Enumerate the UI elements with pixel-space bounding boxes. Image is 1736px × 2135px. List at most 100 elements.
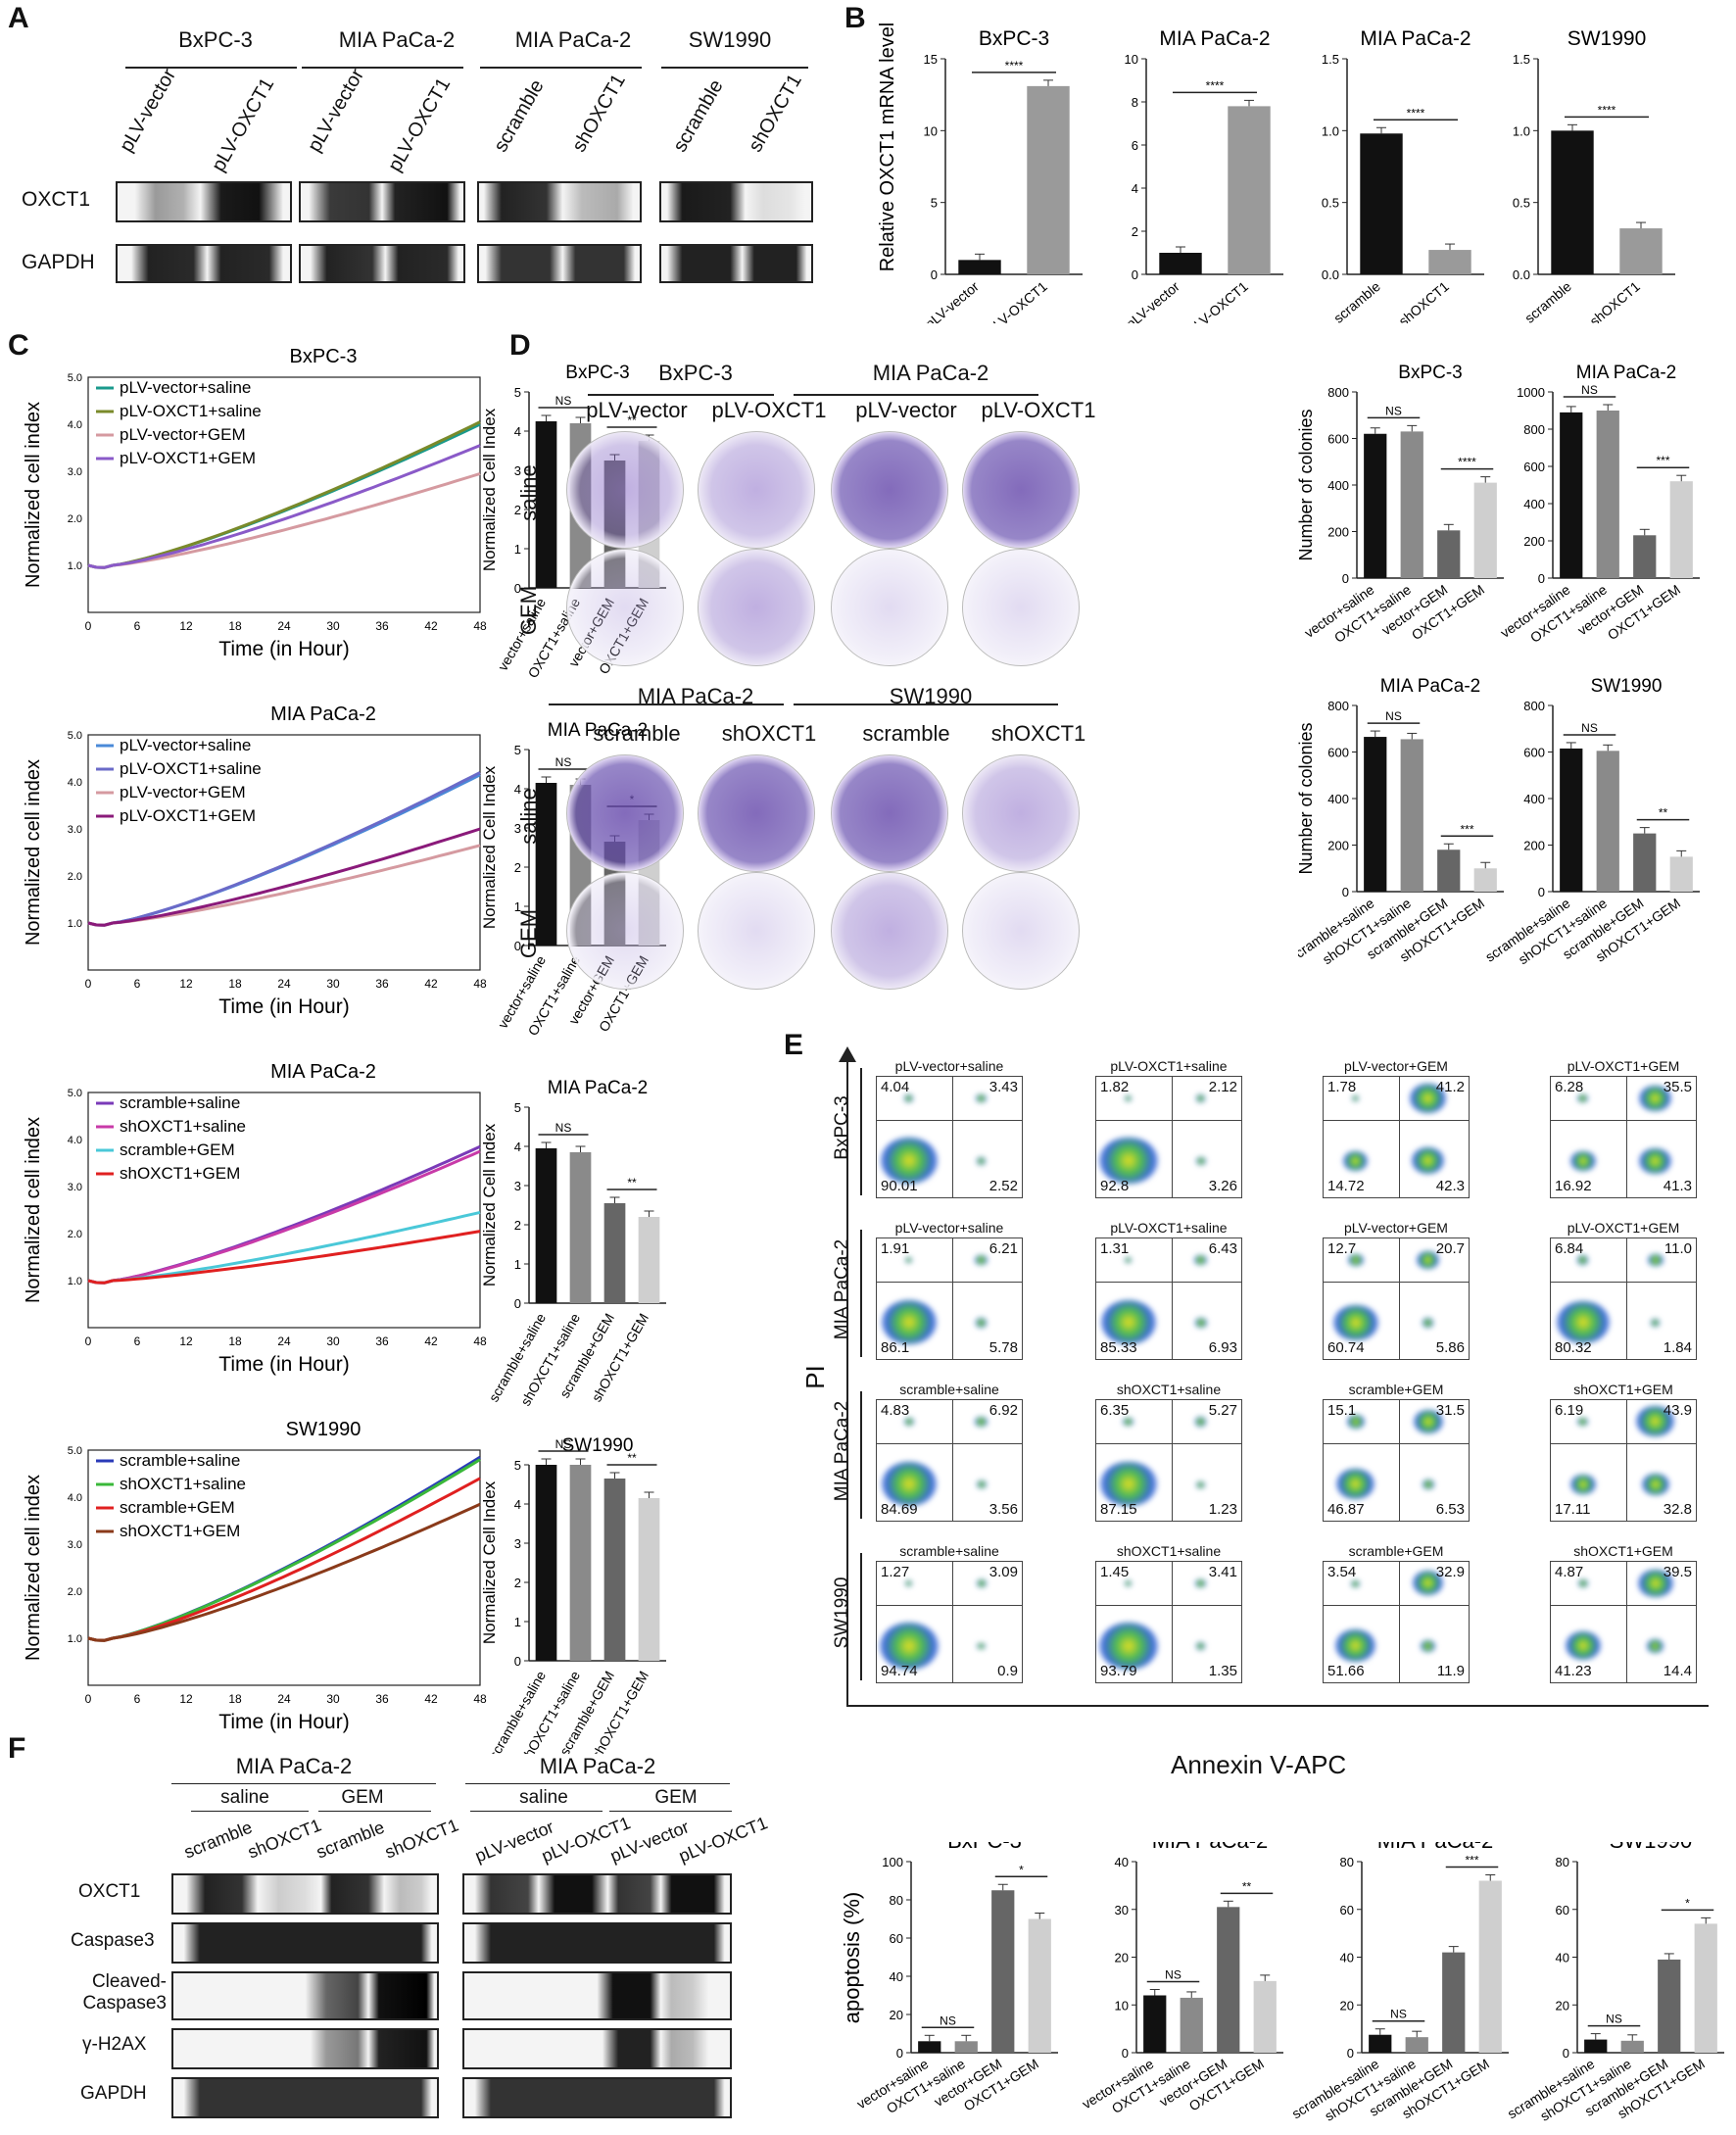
cell-cluster — [1636, 1406, 1675, 1437]
bar-chart: SW1990 0.0 0.5 1.0 1.5 scramble shOXCT1 **** — [1513, 27, 1675, 323]
y-tick-label: 40 — [890, 1969, 903, 1984]
plot-frame — [87, 1092, 481, 1329]
quadrant-value: 94.74 — [881, 1663, 918, 1679]
cell-cluster — [1351, 1579, 1361, 1587]
x-tick-label: 48 — [473, 1334, 487, 1348]
bar-chart: BxPC-3020406080100vector+salineOXCT1+sal… — [854, 1842, 1058, 2116]
y-tick-label: 0 — [1342, 571, 1349, 586]
series-line — [87, 1230, 481, 1285]
x-tick-label: scramble — [1330, 278, 1383, 323]
cell-cluster — [881, 1299, 938, 1345]
quadrant-v — [1625, 1077, 1627, 1197]
bar — [1473, 482, 1497, 578]
blot-a-oxct1-3 — [477, 181, 642, 222]
dish-col-label: scramble — [593, 721, 681, 746]
x-tick-label: scramble — [1521, 278, 1574, 323]
colony-dish — [831, 754, 948, 872]
cell-cluster — [1641, 1473, 1669, 1495]
bar-chart-title: MIA PaCa-2 — [1152, 1842, 1269, 1853]
x-axis-label: Time (in Hour) — [218, 1353, 349, 1376]
series-line — [87, 1502, 481, 1642]
x-tick-label: 18 — [228, 977, 242, 991]
x-tick-label: 48 — [473, 619, 487, 633]
significance-label: ** — [1659, 806, 1668, 820]
bar — [918, 2041, 941, 2053]
quadrant-value: 16.92 — [1555, 1178, 1592, 1194]
significance-label: **** — [1598, 103, 1616, 117]
quadrant-value: 5.86 — [1435, 1339, 1465, 1356]
quadrant-value: 20.7 — [1435, 1240, 1465, 1257]
colony-dish — [566, 872, 684, 990]
x-tick-label: 42 — [424, 1334, 438, 1348]
y-tick-label: 1 — [514, 1615, 521, 1629]
flow-y-arrow — [839, 1046, 856, 1062]
blot-f-row-label: γ-H2AX — [82, 2034, 147, 2055]
dish-row-label: saline — [516, 788, 541, 845]
bar — [1364, 737, 1387, 892]
significance-label: NS — [1581, 383, 1598, 397]
x-tick-label: 24 — [277, 977, 291, 991]
colony-dish — [698, 754, 815, 872]
blot-a-oxct1-2 — [299, 181, 465, 222]
bar — [1596, 751, 1619, 892]
flow-row-bracket — [860, 1068, 862, 1195]
y-tick-label: 0.5 — [1322, 196, 1339, 211]
legend-entry: shOXCT1+GEM — [120, 1164, 240, 1183]
quadrant-value: 3.09 — [989, 1564, 1018, 1580]
y-tick-label: 2 — [514, 1576, 521, 1590]
x-tick-label: 48 — [473, 1692, 487, 1706]
blot-f-divider — [465, 1783, 730, 1784]
flow-x-label: Annexin V-APC — [1171, 1750, 1347, 1779]
y-tick-label: 3 — [514, 821, 521, 836]
blot-a-group-2: MIA PaCa-2 — [338, 27, 456, 52]
y-axis-label: Normalized Cell Index — [480, 765, 499, 929]
flow-plot: 6.19 43.9 17.11 32.8 — [1550, 1399, 1697, 1522]
x-tick-label: 18 — [228, 1692, 242, 1706]
y-axis-label: Normalized Cell Index — [480, 1480, 499, 1644]
bar-chart-title: BxPC-3 — [565, 363, 629, 383]
cell-cluster — [1343, 1151, 1369, 1171]
cell-cluster — [1565, 1631, 1602, 1661]
blot-f-oxct1-left — [171, 1873, 439, 1915]
quadrant-value: 93.79 — [1100, 1663, 1137, 1679]
y-tick-label: 10 — [1125, 52, 1138, 67]
flow-x-axis-line — [846, 1705, 1709, 1707]
y-tick-label: 5.0 — [68, 730, 82, 742]
y-axis-label: Normalized cell index — [23, 759, 44, 946]
y-tick-label: 0.0 — [1513, 267, 1530, 282]
quadrant-value: 90.01 — [881, 1178, 918, 1194]
blot-a-gapdh-2 — [299, 244, 465, 283]
bar-chart-title: BxPC-3 — [947, 1842, 1022, 1853]
bar-chart: BxPC-30200400600800vector+salineOXCT1+sa… — [1301, 363, 1504, 646]
cell-cluster — [880, 1138, 939, 1184]
blot-a-divider-4 — [661, 67, 808, 69]
y-tick-label: 0 — [514, 939, 521, 953]
flow-y-label: PI — [799, 1365, 830, 1389]
cell-cluster — [1577, 1417, 1589, 1427]
plot-frame — [87, 1449, 481, 1686]
y-axis-label: Number of colonies — [1298, 409, 1316, 560]
blot-a-lane-label: pLV-OXCT1 — [384, 73, 456, 175]
cell-cluster — [976, 1093, 987, 1103]
cell-cluster — [1569, 1150, 1596, 1172]
cell-cluster — [1195, 1578, 1206, 1588]
quadrant-value: 4.83 — [881, 1402, 910, 1419]
blot-a-lane-label: pLV-OXCT1 — [208, 73, 279, 175]
dish-col-label: scramble — [862, 721, 950, 746]
cell-cluster — [1195, 1094, 1206, 1102]
blot-a-row-label: OXCT1 — [22, 188, 91, 211]
blot-a-group-1: BxPC-3 — [178, 27, 253, 52]
y-tick-label: 2 — [1132, 224, 1138, 239]
flow-plot: 1.82 2.12 92.8 3.26 — [1095, 1076, 1242, 1198]
quadrant-value: 32.9 — [1435, 1564, 1465, 1580]
x-tick-label: 42 — [424, 619, 438, 633]
y-tick-label: 2.0 — [68, 513, 82, 525]
legend-entry: scramble+GEM — [120, 1140, 235, 1159]
bar-chart-title: MIA PaCa-2 — [548, 1078, 648, 1098]
x-tick-label: 36 — [375, 619, 389, 633]
blot-f-lane-label: shOXCT1 — [245, 1815, 324, 1863]
y-tick-label: 0 — [1538, 571, 1545, 586]
bar — [535, 783, 557, 946]
blot-f-group-1: MIA PaCa-2 — [235, 1754, 353, 1778]
y-tick-label: 600 — [1327, 432, 1349, 447]
